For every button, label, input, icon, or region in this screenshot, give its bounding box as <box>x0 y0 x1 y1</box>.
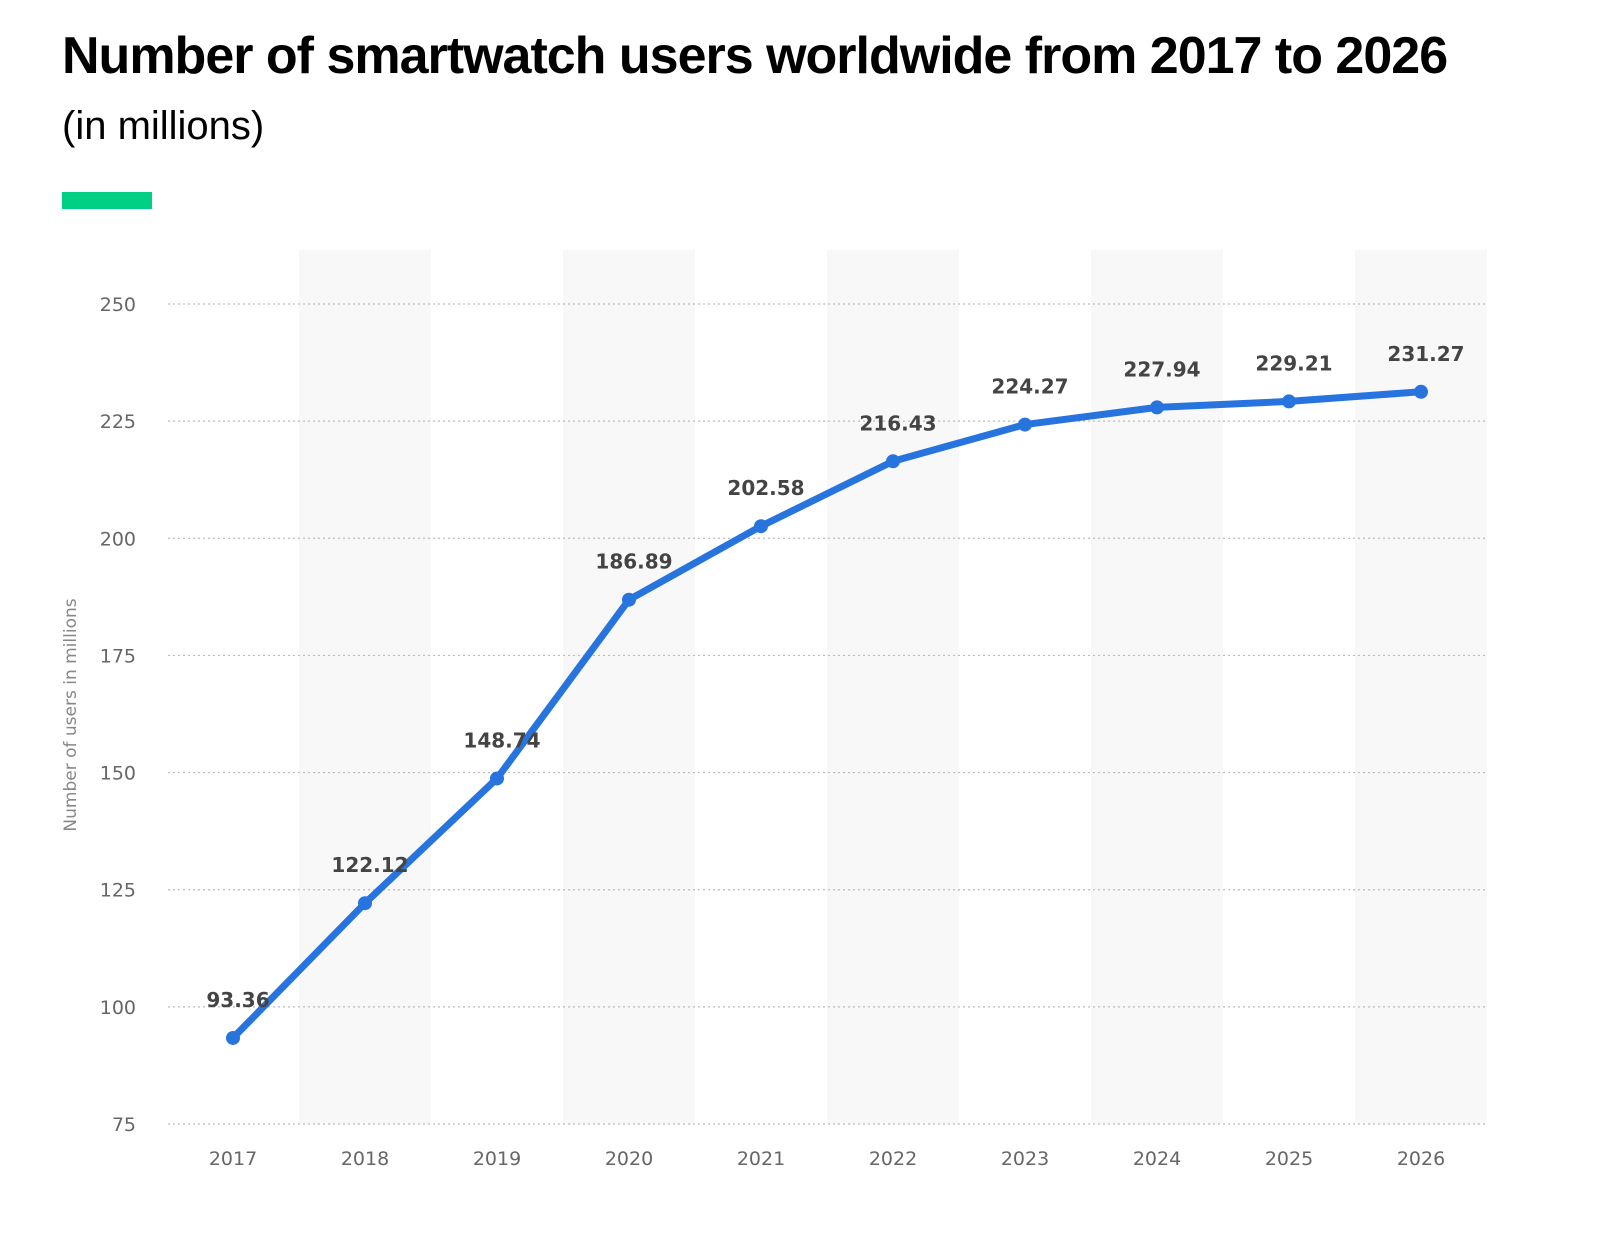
y-tick-label: 150 <box>100 763 136 785</box>
x-tick-label: 2021 <box>737 1148 785 1170</box>
column-band <box>1091 250 1223 1124</box>
data-label: 202.58 <box>727 476 804 500</box>
x-tick-label: 2019 <box>473 1148 521 1170</box>
y-tick-label: 125 <box>100 880 136 902</box>
data-point <box>226 1030 240 1045</box>
column-band <box>299 250 431 1124</box>
data-point <box>622 592 636 607</box>
column-band <box>1355 250 1487 1124</box>
y-tick-label: 75 <box>112 1114 136 1136</box>
accent-bar <box>62 192 152 209</box>
y-tick-label: 250 <box>100 294 136 316</box>
data-point <box>886 454 900 469</box>
data-label: 231.27 <box>1387 342 1464 366</box>
column-band <box>827 250 959 1124</box>
chart-subtitle: (in millions) <box>62 104 265 148</box>
x-tick-label: 2022 <box>869 1148 917 1170</box>
x-tick-label: 2017 <box>209 1148 257 1170</box>
data-label: 229.21 <box>1255 351 1332 375</box>
data-label: 122.12 <box>331 853 408 877</box>
data-label: 224.27 <box>991 375 1068 399</box>
data-point <box>1282 394 1296 409</box>
data-label: 186.89 <box>595 550 672 574</box>
data-label: 148.74 <box>463 728 540 752</box>
x-tick-label: 2018 <box>341 1148 389 1170</box>
series-line <box>229 388 1425 1042</box>
x-tick-label: 2024 <box>1133 1148 1181 1170</box>
y-tick-label: 225 <box>100 411 136 433</box>
x-tick-label: 2026 <box>1397 1148 1445 1170</box>
data-point <box>1018 417 1032 432</box>
data-label: 216.43 <box>859 411 936 435</box>
x-tick-label: 2020 <box>605 1148 653 1170</box>
column-band <box>563 250 695 1124</box>
chart-title: Number of smartwatch users worldwide fro… <box>62 27 1448 85</box>
data-point <box>490 771 504 786</box>
data-point <box>358 896 372 911</box>
y-axis-label: Number of users in millions <box>61 598 81 831</box>
y-tick-label: 100 <box>100 997 136 1019</box>
y-tick-label: 175 <box>100 645 136 667</box>
data-label: 93.36 <box>206 988 269 1012</box>
x-tick-label: 2025 <box>1265 1148 1313 1170</box>
data-point <box>1150 400 1164 415</box>
data-point <box>754 519 768 534</box>
y-tick-label: 200 <box>100 528 136 550</box>
data-point <box>1414 384 1428 399</box>
x-tick-label: 2023 <box>1001 1148 1049 1170</box>
data-label: 227.94 <box>1123 357 1200 381</box>
